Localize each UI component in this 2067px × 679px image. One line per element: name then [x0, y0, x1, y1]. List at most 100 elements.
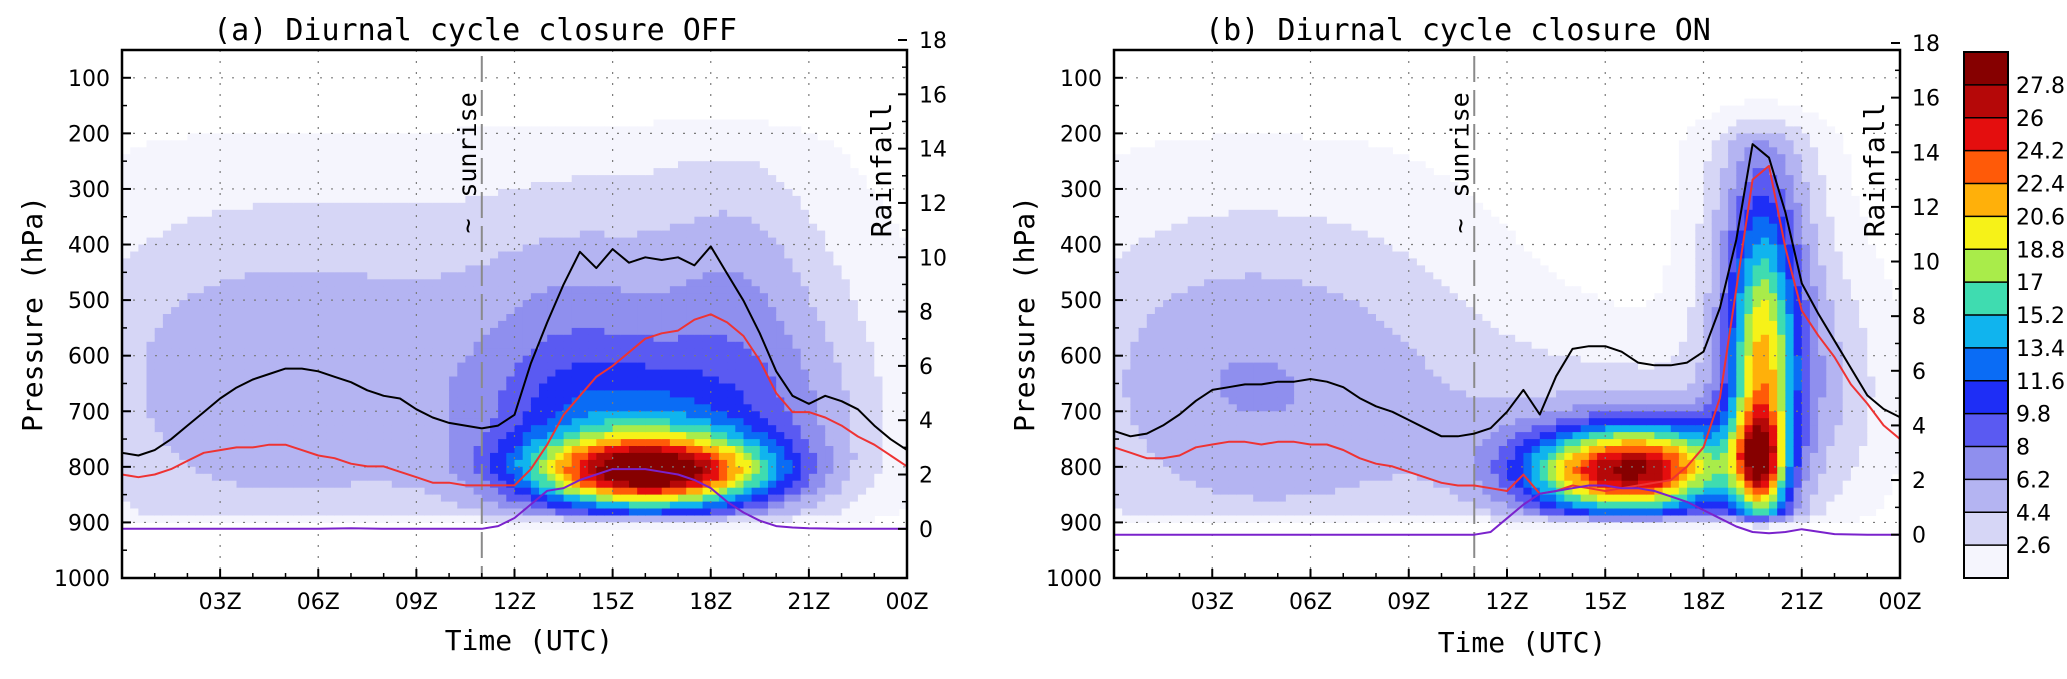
heatmap-cell: [277, 320, 287, 329]
heatmap-cell: [171, 369, 180, 378]
heatmap-cell: [727, 126, 736, 134]
heatmap-cell: [416, 348, 426, 357]
heatmap-cell: [792, 175, 802, 183]
heatmap-cell: [522, 216, 532, 225]
heatmap-cell: [154, 223, 164, 232]
heatmap-cell: [514, 202, 524, 211]
heatmap-cell: [146, 348, 156, 357]
heatmap-cell: [244, 508, 254, 516]
heatmap-cell: [342, 418, 352, 426]
heatmap-cell: [727, 341, 736, 350]
heatmap-cell: [678, 182, 687, 190]
heatmap-cell: [522, 195, 532, 204]
heatmap-cell: [310, 251, 319, 259]
heatmap-cell: [457, 244, 467, 252]
heatmap-cell: [277, 314, 287, 322]
heatmap-cell: [718, 133, 728, 141]
heatmap-cell: [391, 320, 401, 329]
heatmap-cell: [473, 327, 483, 336]
heatmap-cell: [432, 446, 442, 454]
heatmap-cell: [179, 320, 188, 329]
heatmap-cell: [825, 230, 834, 239]
heatmap-cell: [678, 230, 687, 239]
heatmap-cell: [318, 161, 328, 169]
heatmap-cell: [490, 327, 499, 336]
heatmap-cell: [424, 147, 434, 155]
heatmap-cell: [277, 140, 287, 148]
heatmap-cell: [228, 265, 238, 273]
heatmap-cell: [342, 279, 352, 287]
heatmap-cell: [735, 182, 745, 190]
heatmap-cell: [661, 439, 671, 447]
heatmap-cell: [179, 223, 188, 232]
heatmap-cell: [629, 355, 638, 364]
heatmap-cell: [138, 286, 148, 294]
heatmap-cell: [686, 209, 695, 218]
heatmap-cell: [293, 320, 303, 329]
heatmap-cell: [367, 223, 377, 232]
heatmap-cell: [138, 473, 148, 482]
heatmap-cell: [833, 411, 843, 419]
heatmap-cell: [588, 182, 597, 190]
heatmap-cell: [743, 383, 753, 391]
heatmap-cell: [130, 314, 139, 322]
heatmap-cell: [285, 161, 295, 169]
heatmap-cell: [228, 459, 238, 468]
heatmap-cell: [400, 501, 409, 510]
heatmap-cell: [637, 452, 646, 461]
heatmap-cell: [808, 327, 818, 336]
heatmap-cell: [808, 320, 818, 329]
heatmap-cell: [498, 446, 507, 454]
heatmap-cell: [522, 397, 532, 405]
heatmap-cell: [465, 418, 475, 426]
heatmap-cell: [179, 334, 188, 343]
heatmap-cell: [326, 439, 336, 447]
heatmap-cell: [735, 341, 745, 350]
heatmap-cell: [776, 369, 785, 378]
heatmap-cell: [637, 320, 646, 329]
heatmap-cell: [710, 195, 720, 204]
heatmap-cell: [629, 320, 638, 329]
heatmap-cell: [702, 223, 712, 232]
heatmap-cell: [653, 494, 663, 503]
heatmap-cell: [326, 168, 336, 176]
heatmap-cell: [457, 182, 467, 190]
heatmap-cell: [784, 307, 794, 315]
heatmap-cell: [351, 334, 360, 343]
heatmap-cell: [702, 390, 712, 398]
heatmap-cell: [759, 307, 769, 315]
heatmap-cell: [465, 383, 475, 391]
heatmap-cell: [792, 334, 802, 343]
heatmap-cell: [710, 175, 720, 183]
heatmap-cell: [751, 480, 761, 489]
heatmap-cell: [252, 383, 262, 391]
heatmap-cell: [768, 452, 777, 461]
heatmap-cell: [179, 161, 188, 169]
heatmap-cell: [236, 314, 246, 322]
heatmap-cell: [261, 355, 270, 364]
heatmap-cell: [416, 425, 426, 433]
heatmap-cell: [653, 244, 663, 252]
heatmap-cell: [326, 175, 336, 183]
heatmap-cell: [146, 355, 156, 364]
heatmap-cell: [612, 175, 622, 183]
heatmap-cell: [481, 459, 491, 468]
heatmap-cell: [187, 244, 197, 252]
heatmap-cell: [195, 473, 205, 482]
heatmap-cell: [162, 168, 172, 176]
heatmap-cell: [596, 307, 606, 315]
heatmap-cell: [138, 480, 148, 489]
heatmap-cell: [301, 334, 311, 343]
heatmap-cell: [408, 362, 417, 371]
heatmap-cell: [743, 133, 753, 141]
heatmap-cell: [301, 369, 311, 378]
heatmap-cell: [539, 216, 548, 225]
heatmap-cell: [465, 452, 475, 461]
heatmap-cell: [817, 494, 826, 503]
heatmap-cell: [351, 133, 360, 141]
heatmap-cell: [391, 480, 401, 489]
heatmap-cell: [391, 209, 401, 218]
heatmap-cell: [661, 265, 671, 273]
heatmap-cell: [391, 265, 401, 273]
heatmap-cell: [211, 188, 221, 197]
